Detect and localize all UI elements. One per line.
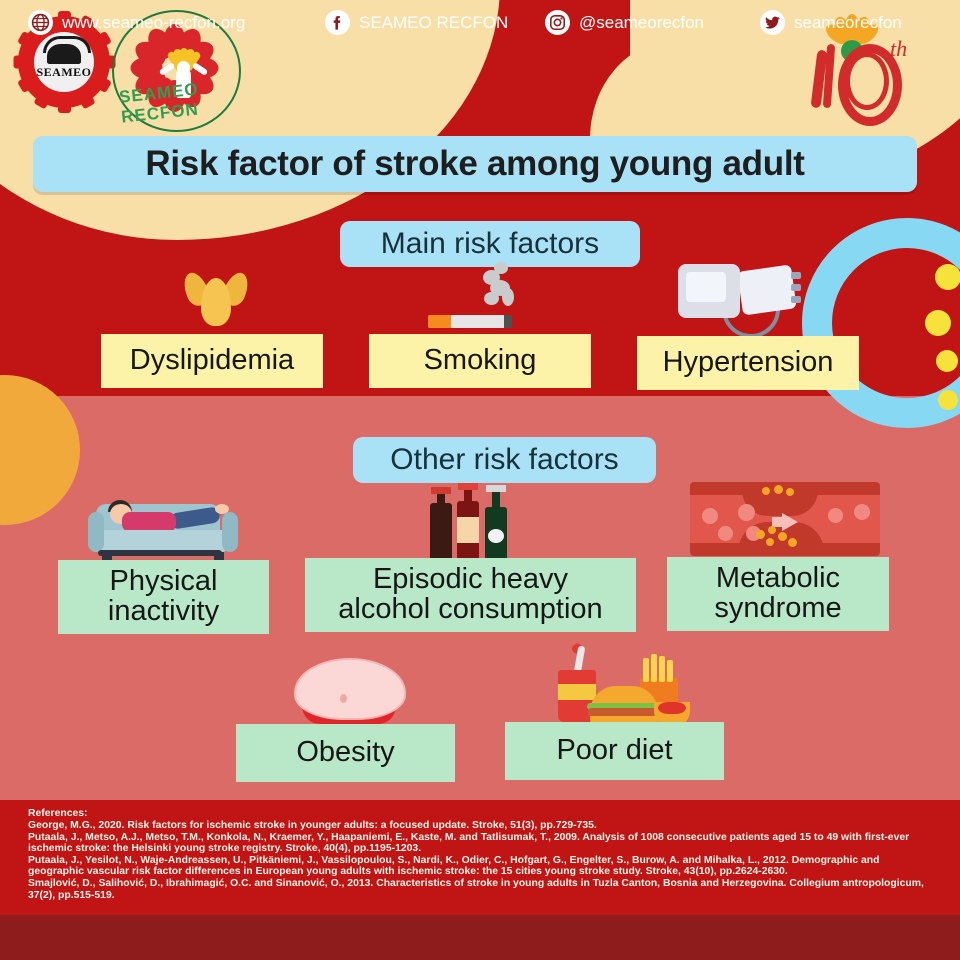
seameo-recfon-logo: SEAMEO RECFON [112, 10, 241, 132]
footer-instagram-label: @seameorecfon [579, 12, 704, 32]
page-title: Risk factor of stroke among young adult [145, 144, 805, 183]
footer-twitter-label: seameorecfon [794, 12, 902, 32]
main-risk-factors-header: Main risk factors [340, 221, 640, 267]
blood-pressure-monitor-icon [676, 258, 806, 338]
references-block: References: George, M.G., 2020. Risk fac… [28, 808, 933, 901]
references-section-background [0, 800, 960, 915]
chip-line-2: syndrome [714, 592, 842, 624]
risk-chip-obesity[interactable]: Obesity [236, 724, 455, 782]
instagram-icon [545, 10, 570, 35]
alcohol-bottles-icon [430, 483, 510, 561]
yellow-dot-decoration [936, 350, 958, 372]
cigarette-icon [428, 262, 533, 334]
seameo-logo-text: SEAMEO [36, 65, 92, 79]
risk-chip-poor-diet[interactable]: Poor diet [505, 722, 724, 780]
risk-chip-hypertension[interactable]: Hypertension [637, 336, 859, 390]
footer-facebook[interactable]: SEAMEO RECFON [325, 0, 508, 45]
footer-bar-background [0, 915, 960, 960]
yellow-dot-decoration [935, 264, 960, 290]
risk-chip-metabolic-syndrome[interactable]: Metabolic syndrome [667, 557, 889, 631]
reference-entry: Putaala, J., Metso, A.J., Metso, T.M., K… [28, 831, 910, 855]
yellow-dot-decoration [925, 310, 951, 336]
chip-line-1: Episodic heavy [372, 563, 569, 596]
tenth-anniversary-logo: th [798, 14, 918, 126]
reference-entry: George, M.G., 2020. Risk factors for isc… [28, 820, 597, 831]
chip-line-1: Physical [109, 565, 218, 598]
globe-icon [28, 10, 53, 35]
blood-vessel-plaque-icon [690, 482, 880, 556]
risk-chip-alcohol-consumption[interactable]: Episodic heavy alcohol consumption [305, 558, 636, 632]
buffalo-icon [43, 36, 91, 64]
poster-title-bar: Risk factor of stroke among young adult [33, 136, 917, 192]
risk-chip-smoking[interactable]: Smoking [369, 334, 591, 388]
fast-food-icon [548, 641, 693, 727]
reference-entry: Smajlović, D., Salihović, D., Ibrahimagi… [28, 877, 924, 901]
other-risk-factors-header: Other risk factors [353, 437, 656, 483]
footer-twitter[interactable]: seameorecfon [760, 0, 902, 45]
belly-icon [288, 654, 406, 726]
yellow-dot-decoration [938, 390, 958, 410]
recfon-ring [112, 10, 241, 132]
anniversary-suffix: th [890, 36, 908, 61]
footer-website[interactable]: www.seameo-recfon.org [28, 0, 245, 45]
recfon-flower-icon [126, 20, 223, 117]
chip-line-2: alcohol consumption [338, 593, 603, 625]
fat-droplets-icon [179, 266, 253, 332]
twitter-icon [760, 10, 785, 35]
references-heading: References: [28, 808, 88, 819]
facebook-icon [325, 10, 350, 35]
footer-facebook-label: SEAMEO RECFON [359, 12, 509, 32]
risk-chip-dyslipidemia[interactable]: Dyslipidemia [101, 334, 323, 388]
footer-website-label: www.seameo-recfon.org [62, 12, 246, 32]
chip-line-2: inactivity [107, 595, 220, 627]
risk-chip-physical-inactivity[interactable]: Physical inactivity [58, 560, 269, 634]
chip-line-1: Metabolic [715, 562, 841, 595]
footer-instagram[interactable]: @seameorecfon [545, 0, 704, 45]
reference-entry: Putaala, J., Yesilot, N., Waje-Andreasse… [28, 854, 880, 878]
person-on-couch-icon [88, 486, 238, 562]
